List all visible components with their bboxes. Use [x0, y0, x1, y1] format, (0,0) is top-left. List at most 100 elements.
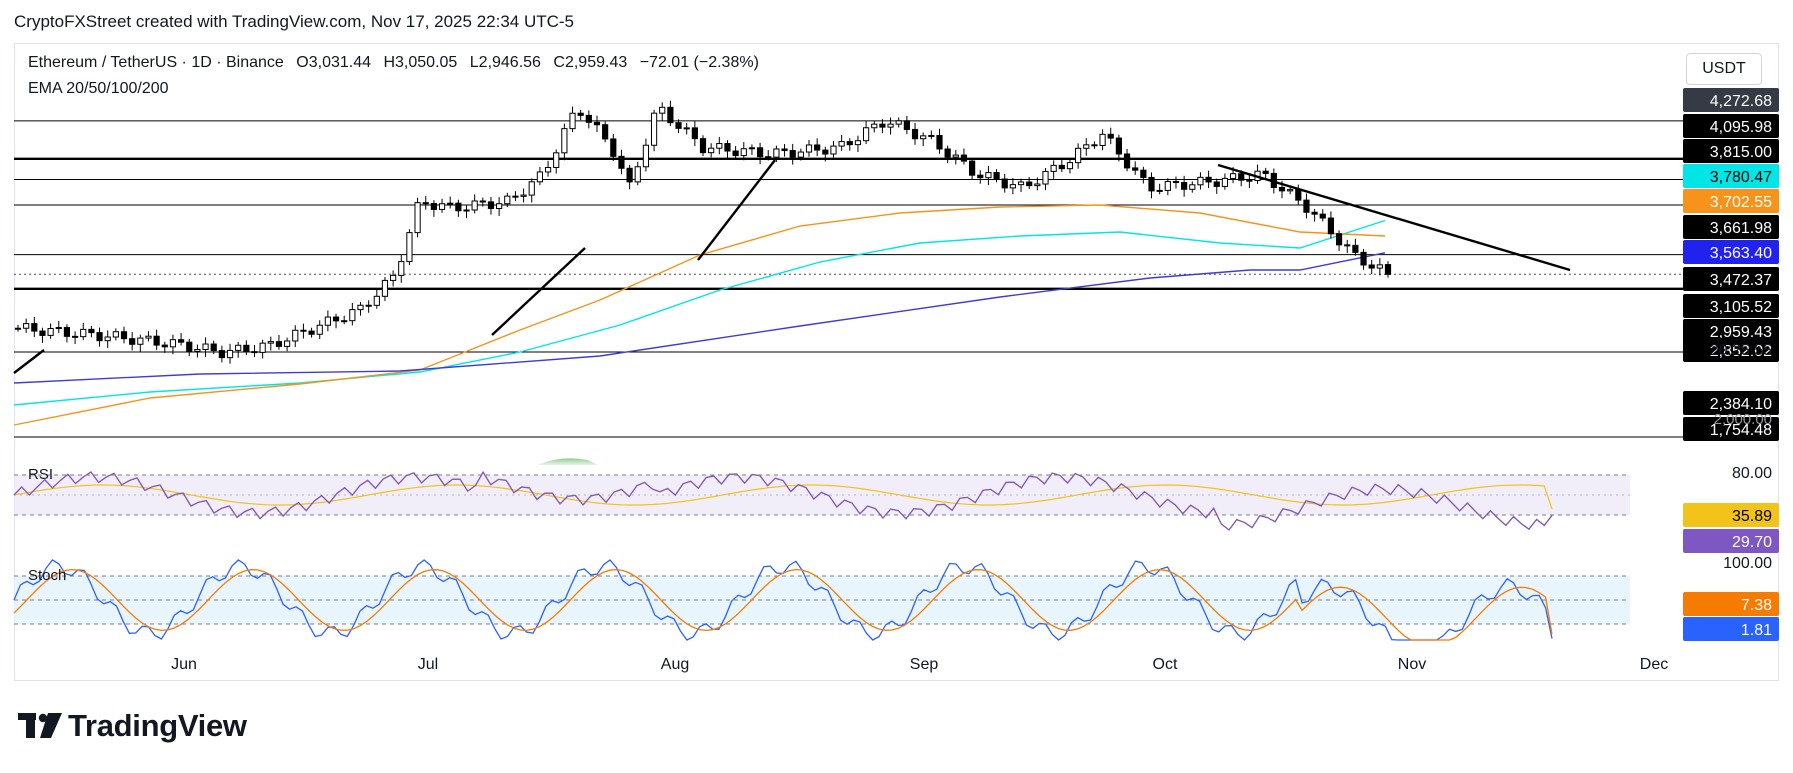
price-axis-label-bg: [1683, 164, 1779, 188]
candle-body: [577, 112, 584, 116]
candle-body: [186, 341, 193, 352]
candle-body: [1164, 181, 1171, 191]
candle-body: [1335, 233, 1343, 246]
bar-countdown: 20:25:55: [1710, 342, 1772, 359]
candle-body: [642, 144, 650, 168]
candle-body: [1181, 181, 1188, 190]
candle-body: [39, 330, 46, 336]
candle-body: [161, 344, 168, 348]
candle-body: [1050, 164, 1057, 172]
candle-body: [422, 202, 429, 205]
candle-body: [854, 140, 862, 146]
candle-body: [1213, 181, 1220, 187]
ema50-line: [13, 204, 1386, 426]
candle-body: [805, 144, 813, 153]
symbol-name[interactable]: Ethereum / TetherUS · 1D · Binance: [28, 54, 284, 71]
price-axis-label: 3,702.55: [1710, 194, 1772, 211]
candle-body: [1066, 162, 1074, 170]
tradingview-icon: [18, 713, 62, 738]
candle-body: [1221, 177, 1229, 187]
symbol-legend[interactable]: Ethereum / TetherUS · 1D · Binance O3,03…: [28, 54, 767, 72]
ohlc-low: L2,946.56: [469, 54, 541, 71]
candle-body: [536, 171, 544, 183]
candle-body: [251, 351, 258, 354]
candle-body: [871, 123, 878, 129]
candle-body: [112, 331, 119, 338]
candle-body: [928, 134, 935, 137]
candle-body: [838, 141, 845, 147]
trend-line: [697, 159, 776, 261]
candle-body: [381, 279, 389, 297]
candle-body: [1107, 133, 1114, 139]
candle-body: [544, 166, 552, 173]
candle-body: [960, 154, 968, 162]
candle-body: [602, 124, 609, 140]
candle-body: [194, 349, 201, 352]
candle-body: [740, 148, 747, 157]
candle-body: [349, 309, 356, 322]
stoch-d-value-bg: [1683, 592, 1779, 616]
candle-body: [390, 274, 397, 281]
rsi-value: 29.70: [1732, 534, 1772, 551]
price-axis-label-bg: [1683, 139, 1779, 163]
candle-body: [1197, 176, 1204, 186]
candle-body: [1042, 170, 1049, 185]
candle-body: [626, 167, 633, 183]
x-axis-tick: Sep: [910, 656, 939, 673]
candle-body: [862, 127, 870, 142]
candle-body: [23, 323, 30, 329]
candle-body: [724, 143, 731, 152]
candle-body: [846, 141, 853, 146]
candle-body: [569, 112, 576, 130]
candle-body: [756, 147, 764, 158]
trend-line: [1217, 163, 1571, 272]
candle-body: [406, 232, 413, 263]
rsi-title: RSI: [28, 466, 53, 483]
candle-body: [1058, 164, 1065, 170]
candle-body: [789, 150, 796, 158]
candle-body: [137, 337, 144, 345]
candle-body: [487, 201, 495, 210]
candle-body: [1009, 184, 1016, 189]
candle-body: [63, 327, 71, 337]
candle-body: [153, 335, 160, 346]
price-axis-label: 2,959.43: [1710, 324, 1772, 341]
candle-body: [1172, 181, 1180, 184]
price-axis-label: 3,472.37: [1710, 272, 1772, 289]
candle-body: [1132, 167, 1139, 171]
candle-body: [292, 329, 299, 342]
price-axis-label-bg: [1683, 215, 1779, 239]
currency-button[interactable]: USDT: [1686, 53, 1762, 85]
candle-body: [1311, 211, 1318, 215]
ema200-line: [13, 252, 1386, 384]
candle-body: [1352, 244, 1359, 253]
price-axis-label-bg: [1683, 88, 1779, 112]
price-axis-label-bg: [1683, 240, 1779, 264]
tradingview-logo[interactable]: TradingView: [18, 708, 247, 744]
x-axis-tick: Jul: [418, 656, 438, 673]
stoch-k-value-bg: [1683, 617, 1779, 641]
candle-body: [1123, 153, 1131, 169]
candle-body: [1319, 213, 1326, 219]
x-axis-tick: Nov: [1398, 656, 1426, 673]
candle-body: [830, 145, 837, 155]
indicator-legend[interactable]: EMA 20/50/100/200: [28, 80, 169, 97]
candle-body: [210, 343, 217, 352]
candle-body: [218, 350, 225, 359]
candle-body: [993, 172, 1000, 180]
brand-name: TradingView: [68, 708, 247, 743]
candle-body: [455, 202, 462, 212]
candle-body: [496, 203, 503, 210]
candle-body: [1229, 173, 1237, 179]
price-axis-label-bg: [1683, 189, 1779, 213]
candle-body: [324, 316, 331, 326]
candle-body: [438, 203, 446, 210]
candle-body: [226, 349, 234, 359]
candle-body: [1344, 244, 1351, 247]
candle-body: [267, 341, 274, 344]
candle-body: [14, 327, 22, 330]
candle-body: [634, 166, 641, 183]
candle-body: [512, 195, 519, 198]
candle-body: [284, 340, 291, 347]
